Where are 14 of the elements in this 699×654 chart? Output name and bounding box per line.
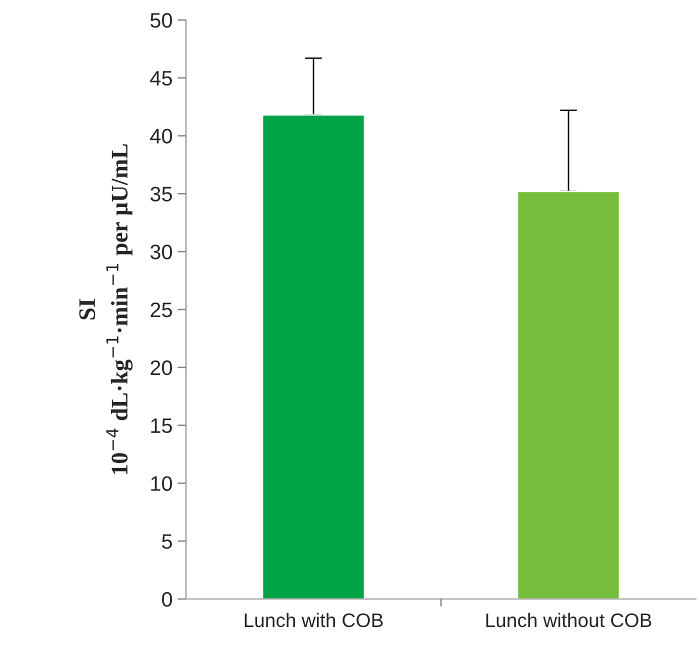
y-tick-label: 25 [150,302,172,318]
x-tick-label: Lunch without COB [486,612,652,628]
y-tick-label: 15 [151,418,172,434]
y-tick-label: 0 [162,592,172,607]
y-tick-label: 30 [150,244,172,260]
y-tick-label: 50 [150,13,172,28]
y-tick-label: 5 [162,534,172,549]
y-tick-label: 10 [151,476,172,491]
y-tick-label: 40 [150,128,172,144]
x-tick-label: Lunch with COB [244,612,383,628]
text: SI 10$^{−4}$ dL·kg$^{−1}$·min$^{−1}$ per µU/mL [79,144,133,474]
y-tick-label: 35 [150,186,172,202]
y-tick-label: 20 [150,360,172,376]
y-tick-label: 45 [150,71,172,86]
